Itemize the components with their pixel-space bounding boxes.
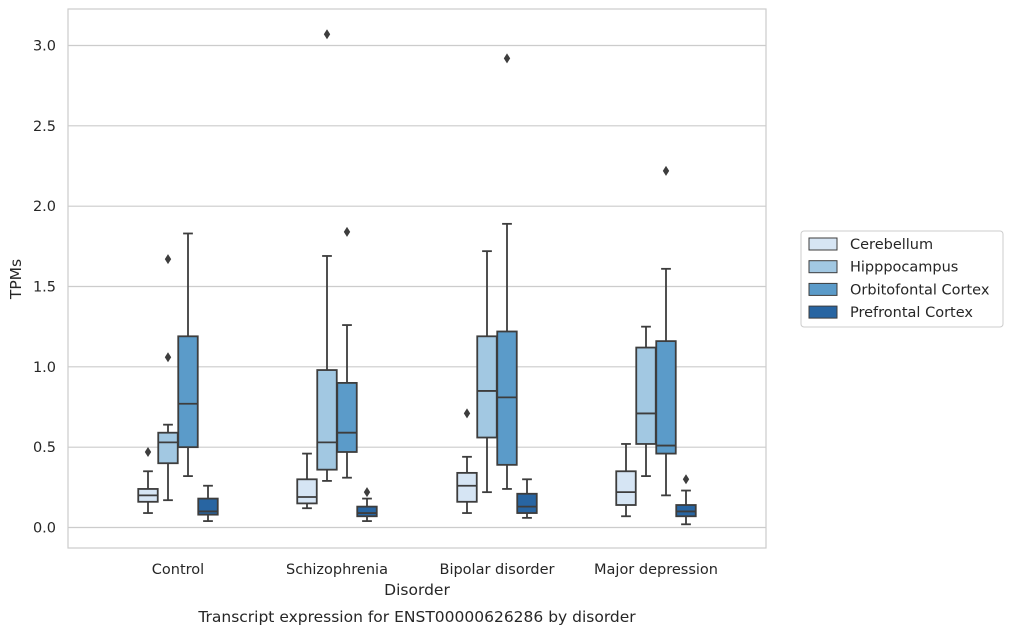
outlier-point [363, 487, 371, 498]
box-group [316, 29, 338, 482]
x-tick-labels: Control Schizophrenia Bipolar disorder Majo… [152, 562, 718, 578]
series-orbitofontal-cortex [177, 53, 677, 497]
outlier-point [503, 53, 511, 64]
box-group [496, 53, 518, 490]
y-tick-label: 0.5 [33, 440, 56, 456]
legend-swatch [808, 282, 838, 296]
x-tick-label: Bipolar disorder [440, 562, 555, 578]
box [356, 505, 378, 518]
x-tick-label: Schizophrenia [286, 562, 388, 578]
box-group [635, 325, 657, 477]
outlier-point [164, 254, 172, 265]
box [177, 335, 199, 449]
box-group [516, 478, 538, 519]
y-tick-label: 2.5 [33, 119, 56, 135]
y-tick-labels: 0.0 0.5 1.0 1.5 2.0 2.5 3.0 [33, 39, 56, 537]
chart-title: Transcript expression for ENST0000062628… [197, 608, 636, 626]
series-prefrontal-cortex [197, 474, 697, 526]
box [516, 492, 538, 514]
box-group [296, 452, 318, 510]
legend-items: Cerebellum Hipppocampus Orbitofontal Corte… [808, 237, 990, 321]
x-tick-label: Major depression [594, 562, 718, 578]
y-tick-label: 3.0 [33, 39, 56, 55]
legend-label: Prefrontal Cortex [850, 305, 973, 321]
box-group [356, 487, 378, 522]
box-group [476, 250, 498, 494]
legend-frame [800, 230, 1004, 328]
y-tick-label: 2.0 [33, 199, 56, 215]
x-tick-label: Control [152, 562, 204, 578]
legend-label: Cerebellum [850, 237, 933, 253]
y-tick-label: 0.0 [33, 521, 56, 537]
box-group [137, 446, 159, 514]
box [655, 340, 677, 455]
plot-background [68, 9, 766, 548]
outlier-point [682, 474, 690, 485]
y-tick-label: 1.0 [33, 360, 56, 376]
box [456, 471, 478, 503]
series-hipppocampus [157, 29, 657, 502]
box [635, 346, 657, 445]
series-cerebellum [137, 408, 637, 518]
legend-label: Hipppocampus [850, 260, 958, 276]
box-group [177, 232, 199, 477]
y-axis-label: TPMs [7, 259, 25, 300]
x-axis-label: Disorder [384, 581, 450, 599]
outlier-point [164, 352, 172, 363]
box [476, 335, 498, 439]
outlier-point [662, 165, 670, 176]
box-group [197, 484, 219, 522]
box-group [157, 254, 179, 502]
legend: Cerebellum Hipppocampus Orbitofontal Corte… [800, 230, 1004, 328]
box-group [456, 408, 478, 514]
box [615, 470, 637, 506]
outlier-point [323, 29, 331, 40]
legend-swatch [808, 260, 838, 274]
box [316, 369, 338, 471]
box-group [675, 474, 697, 526]
box-group [336, 226, 358, 479]
box [296, 478, 318, 505]
box [336, 381, 358, 453]
box-series [137, 29, 697, 526]
outlier-point [144, 446, 152, 457]
box [157, 431, 179, 465]
outlier-point [343, 226, 351, 237]
box-group [655, 165, 677, 497]
legend-swatch [808, 237, 838, 251]
legend-label: Orbitofontal Cortex [850, 282, 990, 298]
plot-frame [67, 8, 767, 549]
outlier-point [463, 408, 471, 419]
y-tick-label: 1.5 [33, 280, 56, 296]
box-group [615, 443, 637, 518]
legend-swatch [808, 305, 838, 319]
